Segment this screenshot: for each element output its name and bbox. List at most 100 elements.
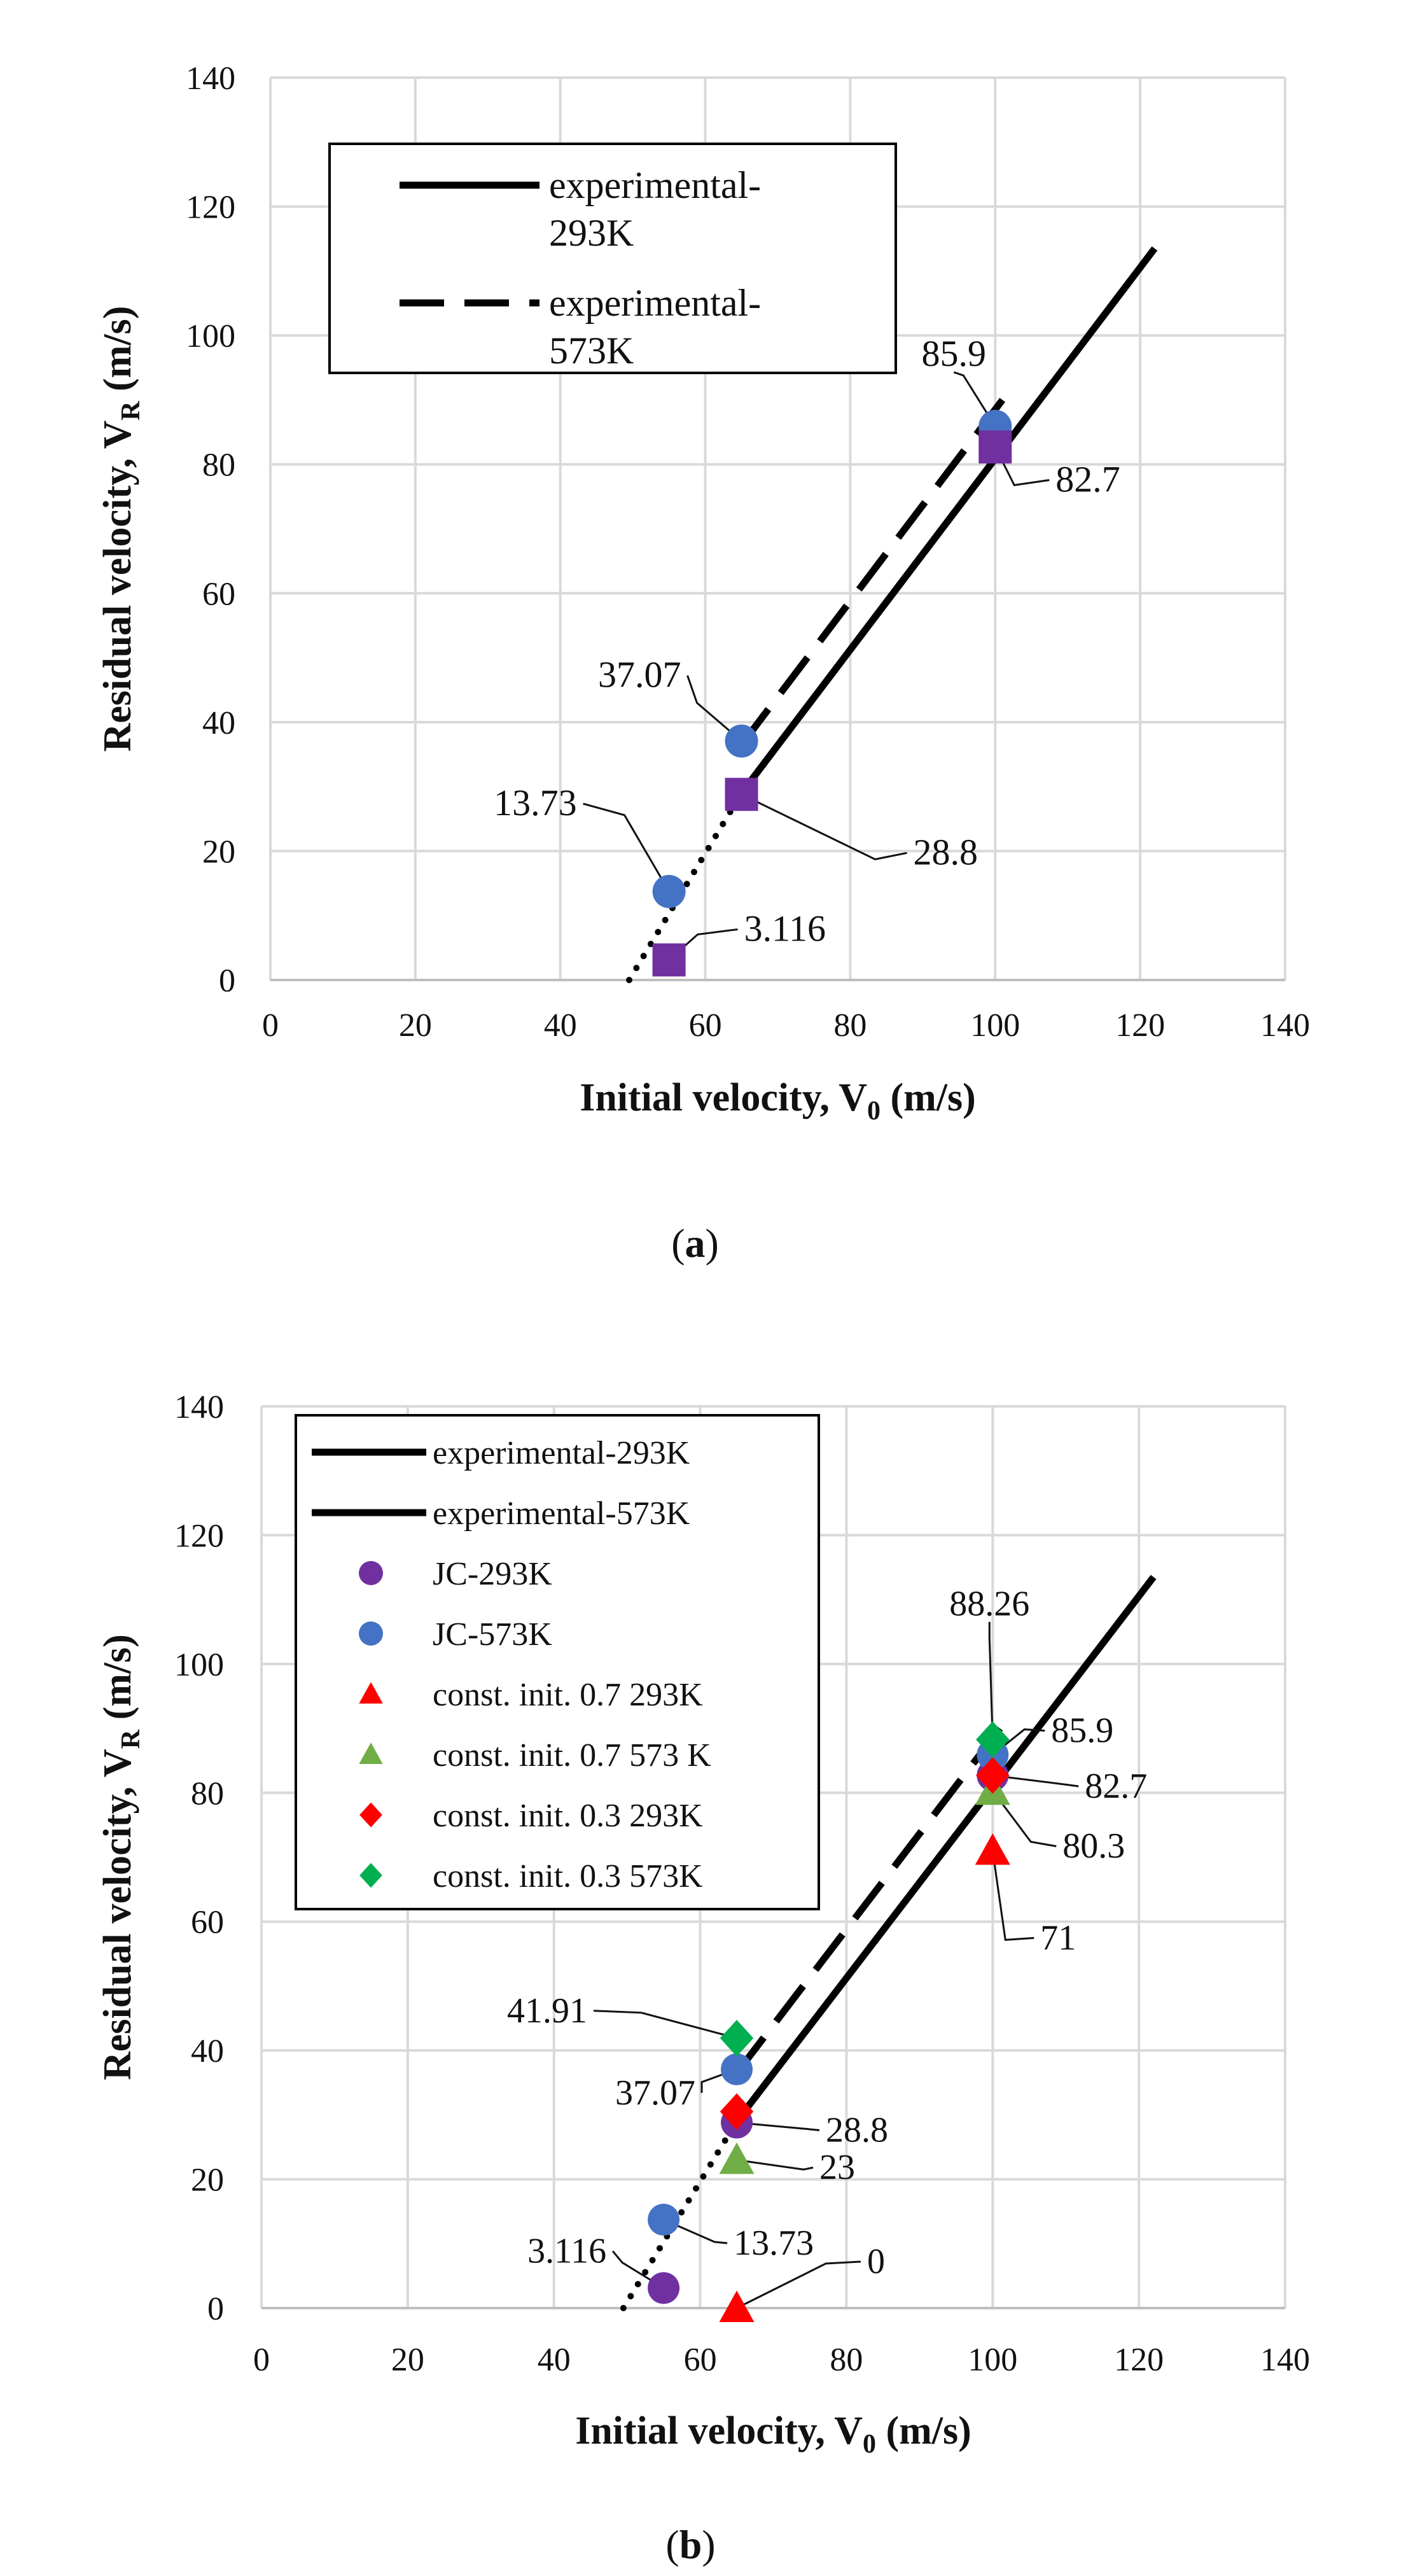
y-tick-label: 80 bbox=[202, 447, 235, 484]
caption-close-paren: ) bbox=[702, 2522, 715, 2567]
caption-letter: a bbox=[685, 1221, 706, 1266]
y-tick-label: 0 bbox=[219, 963, 235, 999]
x-tick-label: 20 bbox=[391, 2342, 424, 2378]
data-point-square bbox=[978, 430, 1012, 464]
data-point-circle bbox=[652, 874, 686, 908]
data-label: 71 bbox=[1040, 1918, 1076, 1957]
data-point-circle bbox=[725, 724, 758, 758]
chart-b: 0 20 40 60 80 100 120 140 0 20 40 60 80 100 120 140 Init… bbox=[96, 1389, 1310, 2567]
y-tick-label: 140 bbox=[186, 60, 235, 97]
x-axis-title-main: Initial velocity, V bbox=[575, 2409, 863, 2453]
trend-line-dashed bbox=[734, 1726, 1003, 2075]
data-label: 37.07 bbox=[598, 654, 681, 696]
legend-marker-diamond bbox=[359, 1863, 382, 1888]
x-axis-title: Initial velocity, V0 (m/s) bbox=[575, 2409, 971, 2459]
legend-marker-circle bbox=[359, 1621, 383, 1646]
data-label-leader bbox=[988, 1621, 994, 1740]
trend-line-dotted bbox=[620, 2118, 741, 2311]
x-tick-label: 120 bbox=[1115, 1007, 1165, 1044]
x-tick-label: 60 bbox=[689, 1007, 722, 1044]
legend-label: const. init. 0.7 293K bbox=[433, 1677, 703, 1713]
figure-caption: (a) bbox=[671, 1221, 719, 1266]
legend-label-line1: experimental- bbox=[549, 282, 761, 324]
data-point-diamond bbox=[720, 2020, 754, 2057]
data-label: 13.73 bbox=[494, 782, 577, 823]
legend-box bbox=[295, 1414, 820, 1910]
x-tick-label: 80 bbox=[830, 2342, 863, 2378]
legend-label-line2: 573K bbox=[549, 330, 634, 372]
data-label-leader bbox=[686, 675, 742, 742]
data-label: 23 bbox=[819, 2148, 855, 2187]
caption-close-paren: ) bbox=[706, 1221, 719, 1266]
series-const-init-0-3-573k bbox=[720, 1721, 1010, 2057]
data-point-triangle bbox=[975, 1833, 1010, 1865]
data-label-leader bbox=[736, 2260, 861, 2309]
data-point-triangle bbox=[719, 2290, 755, 2322]
data-label: 28.8 bbox=[826, 2111, 888, 2150]
trend-line-solid bbox=[734, 1574, 1157, 2124]
data-label-leader bbox=[736, 2159, 814, 2171]
y-tick-label: 20 bbox=[202, 834, 235, 870]
x-tick-label: 100 bbox=[970, 1007, 1020, 1044]
legend-label: experimental-573K bbox=[433, 1495, 690, 1532]
chart-a: 0 20 40 60 80 100 120 140 0 20 40 60 80 100 120 140 Init… bbox=[96, 60, 1310, 1266]
data-label: 37.07 bbox=[615, 2073, 695, 2113]
legend-label: const. init. 0.3 573K bbox=[433, 1858, 703, 1894]
data-labels: 13.73 37.07 85.9 3.116 28.8 82.7 bbox=[494, 333, 1120, 961]
y-tick-label: 60 bbox=[202, 576, 235, 612]
y-tick-label: 140 bbox=[174, 1389, 224, 1425]
data-point-circle bbox=[648, 2204, 680, 2236]
data-point-diamond bbox=[976, 1721, 1010, 1758]
y-tick-label: 20 bbox=[191, 2162, 224, 2199]
x-tick-label: 0 bbox=[262, 1007, 279, 1044]
legend-label: const. init. 0.3 293K bbox=[433, 1798, 703, 1834]
y-tick-label: 40 bbox=[202, 705, 235, 741]
x-tick-label: 0 bbox=[253, 2342, 270, 2378]
data-label-leader bbox=[992, 1774, 1079, 1788]
data-label: 85.9 bbox=[1051, 1711, 1113, 1751]
data-point-circle bbox=[648, 2272, 680, 2304]
caption-letter: b bbox=[679, 2522, 702, 2567]
x-tick-label: 140 bbox=[1260, 1007, 1310, 1044]
data-label: 0 bbox=[867, 2242, 885, 2281]
caption-open-paren: ( bbox=[671, 1221, 685, 1266]
data-label-leader bbox=[663, 2218, 728, 2244]
x-axis-title: Initial velocity, V0 (m/s) bbox=[580, 1076, 976, 1126]
y-axis-title-main: Residual velocity, V bbox=[96, 1749, 139, 2080]
data-labels: 88.26 85.9 82.7 80.3 71 41.91 37.07 28.82313.73… bbox=[507, 1585, 1147, 2309]
x-tick-label: 20 bbox=[399, 1007, 432, 1044]
trend-line-dashed bbox=[739, 398, 1006, 747]
y-axis-title-main: Residual velocity, V bbox=[96, 420, 139, 752]
legend-label: JC-293K bbox=[433, 1556, 552, 1592]
y-axis-title: Residual velocity, VR (m/s) bbox=[96, 306, 146, 752]
data-label-leader bbox=[953, 371, 996, 427]
legend-marker-triangle bbox=[359, 1682, 383, 1704]
y-axis-title-unit: (m/s) bbox=[96, 306, 139, 402]
y-axis-title-sub: R bbox=[116, 401, 146, 421]
y-tick-label: 100 bbox=[174, 1647, 224, 1683]
data-label-leader bbox=[741, 793, 907, 860]
data-label: 80.3 bbox=[1062, 1826, 1125, 1866]
data-label: 3.116 bbox=[527, 2231, 606, 2271]
data-label: 85.9 bbox=[922, 333, 987, 374]
x-tick-label: 40 bbox=[538, 2342, 571, 2378]
x-axis-title-sub: 0 bbox=[863, 2430, 876, 2459]
data-label: 3.116 bbox=[744, 907, 826, 949]
x-axis-title-unit: (m/s) bbox=[876, 2409, 971, 2453]
data-label-leader bbox=[583, 802, 670, 892]
data-label: 82.7 bbox=[1055, 458, 1120, 500]
legend: experimental-293K experimental-573K JC-293… bbox=[295, 1414, 820, 1910]
data-label: 88.26 bbox=[949, 1585, 1029, 1624]
x-tick-label: 60 bbox=[684, 2342, 717, 2378]
data-label-leader bbox=[611, 2250, 664, 2289]
y-tick-label: 80 bbox=[191, 1775, 224, 1812]
data-label-leader bbox=[736, 2122, 820, 2131]
y-tick-label: 120 bbox=[174, 1518, 224, 1554]
y-tick-label: 120 bbox=[186, 190, 235, 226]
data-label: 28.8 bbox=[914, 831, 978, 872]
x-tick-label: 80 bbox=[833, 1007, 867, 1044]
data-point-square bbox=[652, 943, 686, 977]
trend-line-dotted bbox=[625, 790, 745, 983]
legend-label: JC-573K bbox=[433, 1616, 552, 1653]
trend-lines bbox=[625, 246, 1158, 983]
